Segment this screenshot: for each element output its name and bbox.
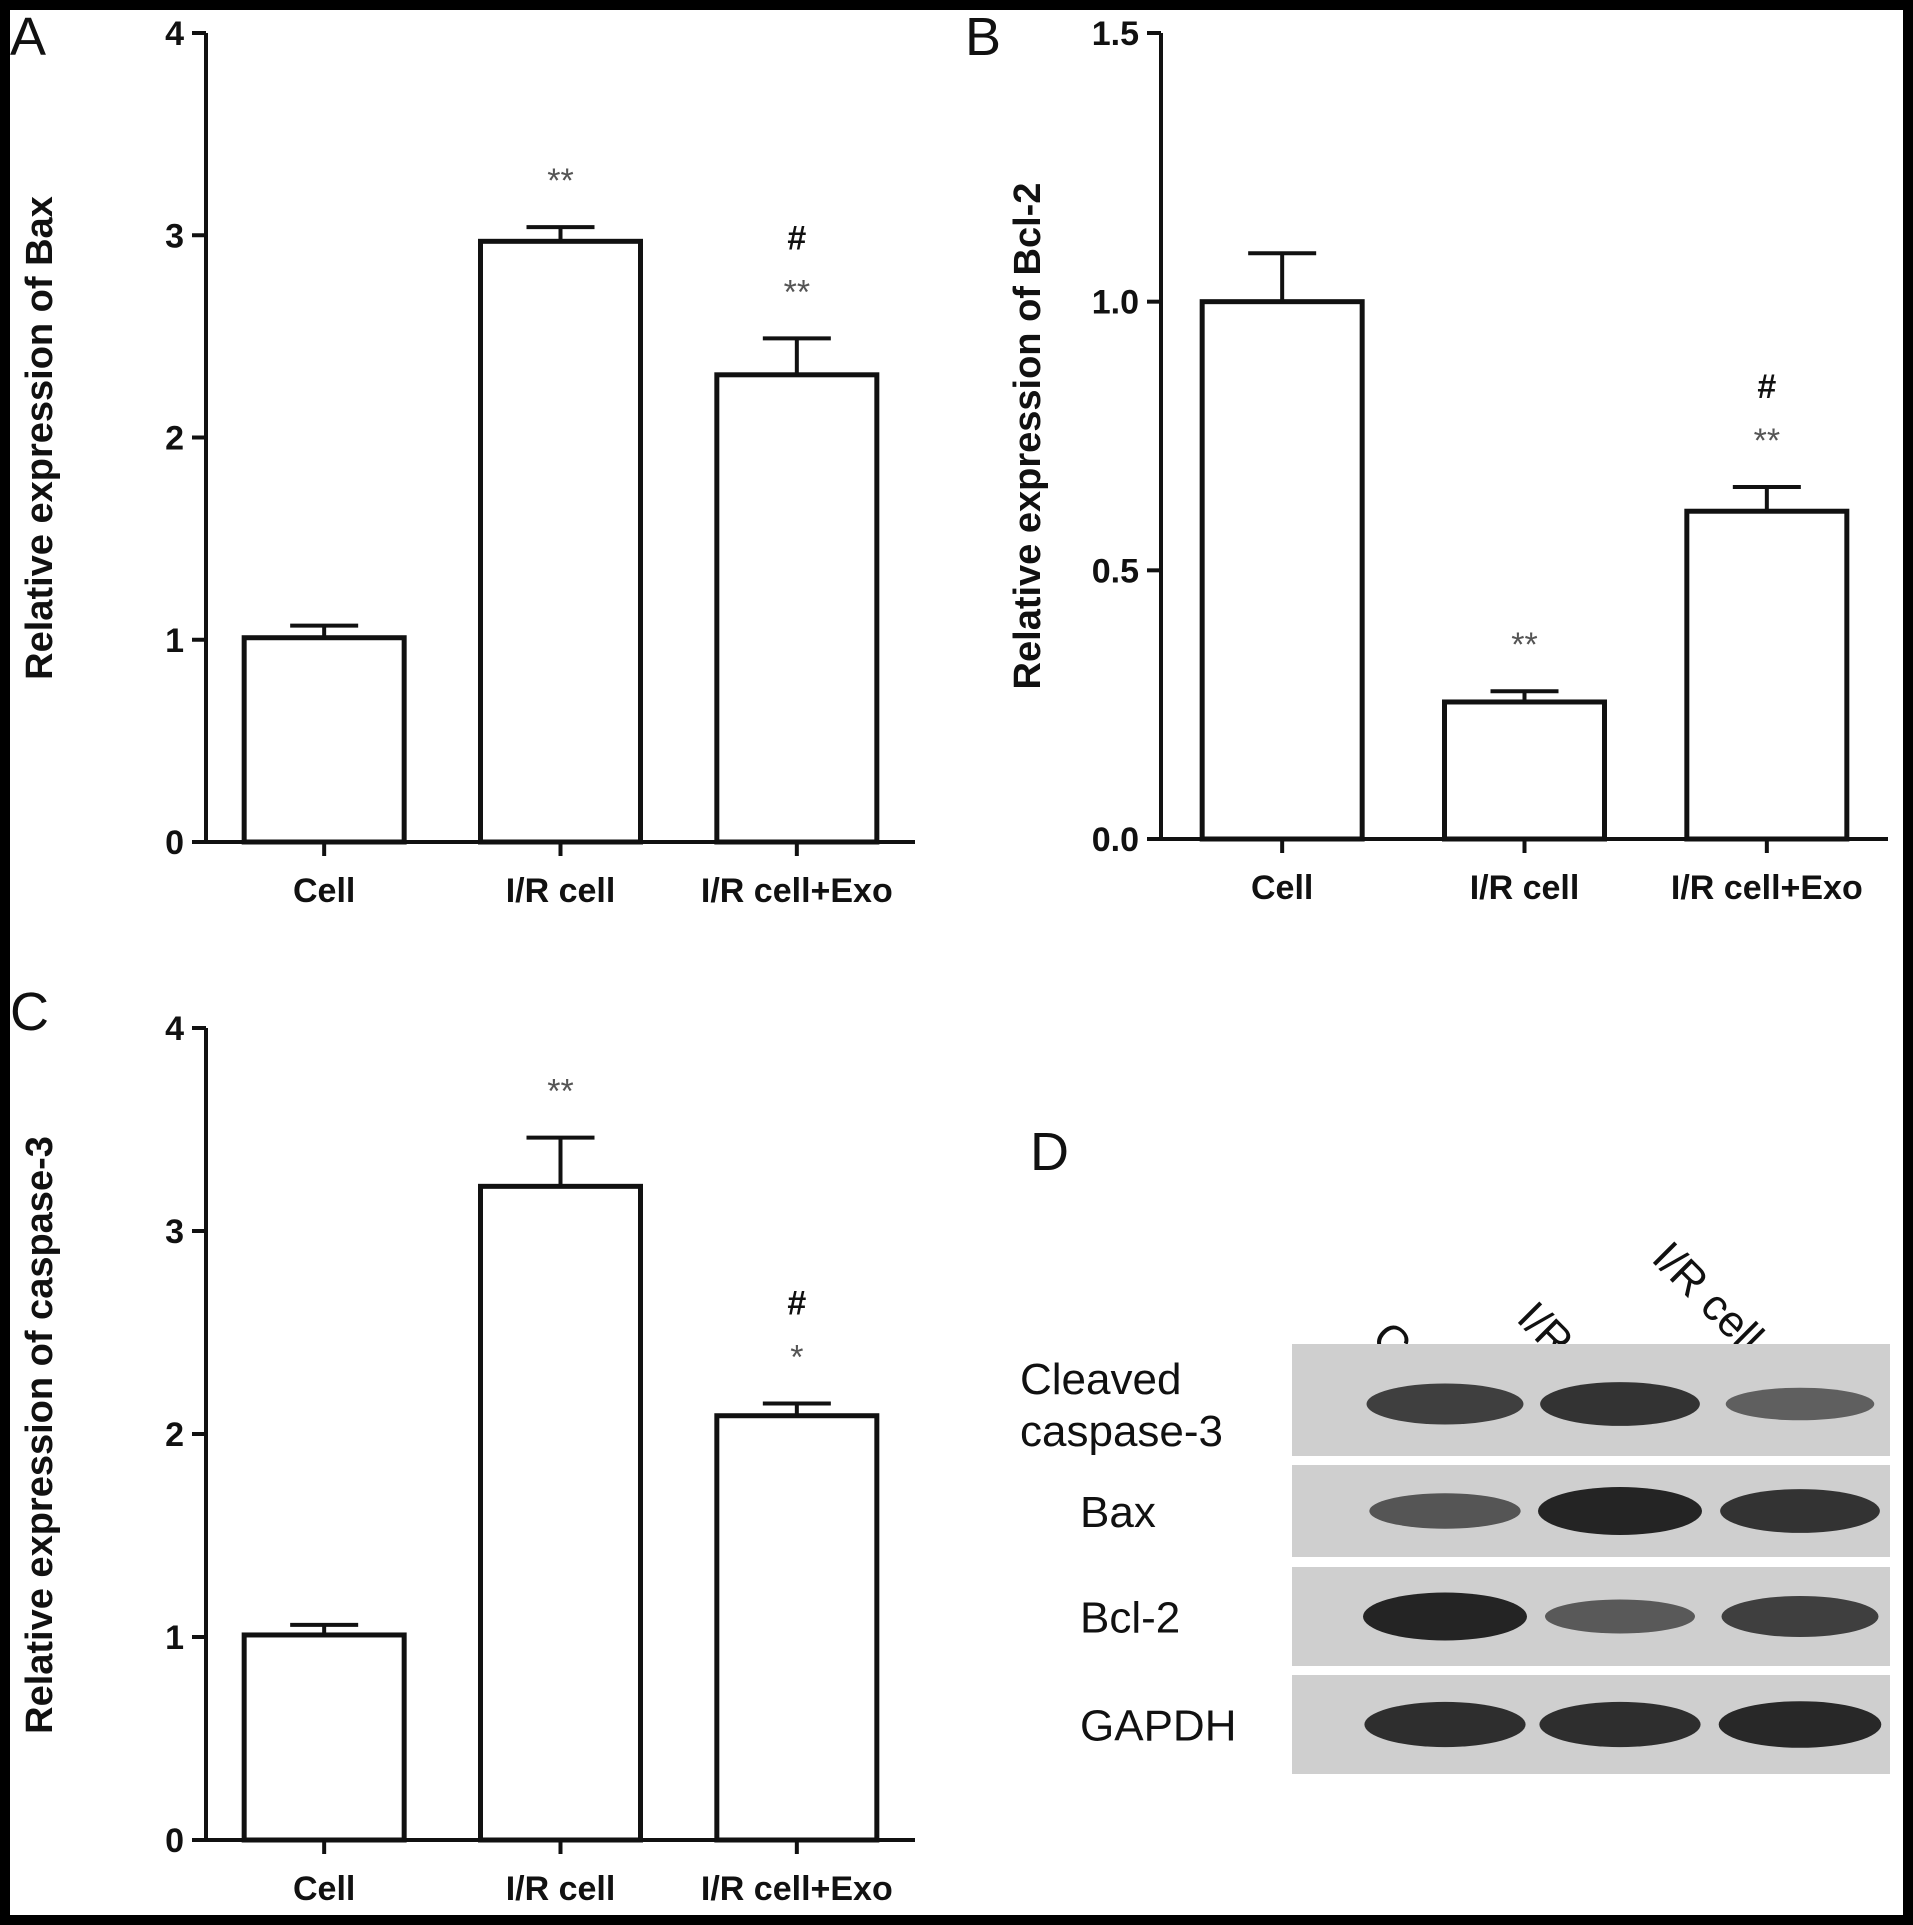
bar xyxy=(478,238,643,845)
y-tick-label: 0.0 xyxy=(1092,821,1139,859)
y-tick-label: 4 xyxy=(165,15,184,53)
blot-row-label: Bax xyxy=(1080,1488,1156,1537)
bar xyxy=(241,1632,407,1843)
x-category-label: Cell xyxy=(293,1870,355,1908)
panel-letter: A xyxy=(10,10,46,67)
y-tick-label: 1.0 xyxy=(1092,284,1139,322)
bar xyxy=(1442,699,1607,842)
y-tick-label: 0 xyxy=(165,824,184,862)
significance-hash: # xyxy=(787,219,806,257)
x-category-label: Cell xyxy=(1251,869,1313,907)
y-axis-title: Relative expression of Bcl-2 xyxy=(1007,183,1049,690)
blot-band xyxy=(1369,1493,1521,1529)
significance-hash: # xyxy=(787,1285,806,1323)
blot-band xyxy=(1539,1701,1701,1748)
blot-row-label: Bcl-2 xyxy=(1080,1594,1180,1643)
y-tick-label: 4 xyxy=(165,1010,184,1048)
bar xyxy=(241,635,407,845)
blot-row-label: Cleaved xyxy=(1020,1355,1181,1404)
significance-stars: ** xyxy=(547,162,573,200)
significance-hash: # xyxy=(1757,368,1776,406)
x-category-label: I/R cell+Exo xyxy=(1671,869,1863,907)
y-axis-title: Relative expression of Bax xyxy=(19,196,61,680)
y-tick-label: 1 xyxy=(165,1619,184,1657)
bar xyxy=(1199,299,1365,842)
blot-band xyxy=(1721,1596,1879,1637)
panel-letter: B xyxy=(965,10,1001,67)
bar xyxy=(1684,508,1850,842)
blot-band xyxy=(1366,1383,1524,1425)
significance-stars: ** xyxy=(547,1073,573,1111)
y-axis-title: Relative expression of caspase-3 xyxy=(19,1136,61,1734)
blot-band xyxy=(1725,1387,1875,1421)
x-category-label: I/R cell xyxy=(1470,869,1580,907)
chart-panel-c: C Relative expression of caspase-3 0 1 2 3 4 Ce… xyxy=(10,982,915,1908)
bar xyxy=(714,372,880,845)
x-category-label: I/R cell+Exo xyxy=(701,872,893,910)
blot-band xyxy=(1364,1701,1526,1748)
blot-band xyxy=(1538,1487,1702,1535)
y-tick-label: 2 xyxy=(165,420,184,458)
significance-stars: ** xyxy=(784,273,810,311)
blot-band xyxy=(1720,1489,1880,1533)
blot-band xyxy=(1363,1592,1527,1641)
significance-stars: ** xyxy=(1511,626,1537,664)
figure-canvas: A Relative expression of Bax 0 1 2 3 4 Cell I/R … xyxy=(10,10,1903,1915)
bar xyxy=(714,1413,880,1843)
blot-row-label: GAPDH xyxy=(1080,1702,1236,1751)
y-tick-label: 3 xyxy=(165,217,184,255)
significance-stars: * xyxy=(790,1339,803,1377)
panel-letter: C xyxy=(10,982,49,1042)
x-category-label: Cell xyxy=(293,872,355,910)
chart-panel-a: A Relative expression of Bax 0 1 2 3 4 Cell I/R … xyxy=(10,10,915,910)
significance-stars: ** xyxy=(1754,422,1780,460)
blot-band xyxy=(1718,1701,1882,1748)
x-category-label: I/R cell xyxy=(506,1870,616,1908)
y-tick-label: 0 xyxy=(165,1822,184,1860)
y-tick-label: 2 xyxy=(165,1416,184,1454)
x-category-label: I/R cell+Exo xyxy=(701,1870,893,1908)
y-tick-label: 3 xyxy=(165,1213,184,1251)
y-tick-label: 1 xyxy=(165,622,184,660)
figure-svg: A Relative expression of Bax 0 1 2 3 4 Cell I/R … xyxy=(10,10,1890,1908)
blot-band xyxy=(1545,1599,1695,1634)
x-category-label: I/R cell xyxy=(506,872,616,910)
blot-row-label: caspase-3 xyxy=(1020,1407,1223,1456)
chart-panel-b: B Relative expression of Bcl-2 0.0 0.5 1.0 1.… xyxy=(965,10,1888,907)
blot-band xyxy=(1540,1382,1700,1426)
y-tick-label: 1.5 xyxy=(1092,15,1139,53)
y-tick-label: 0.5 xyxy=(1092,552,1139,590)
bar xyxy=(478,1183,643,1843)
panel-letter: D xyxy=(1030,1122,1069,1182)
